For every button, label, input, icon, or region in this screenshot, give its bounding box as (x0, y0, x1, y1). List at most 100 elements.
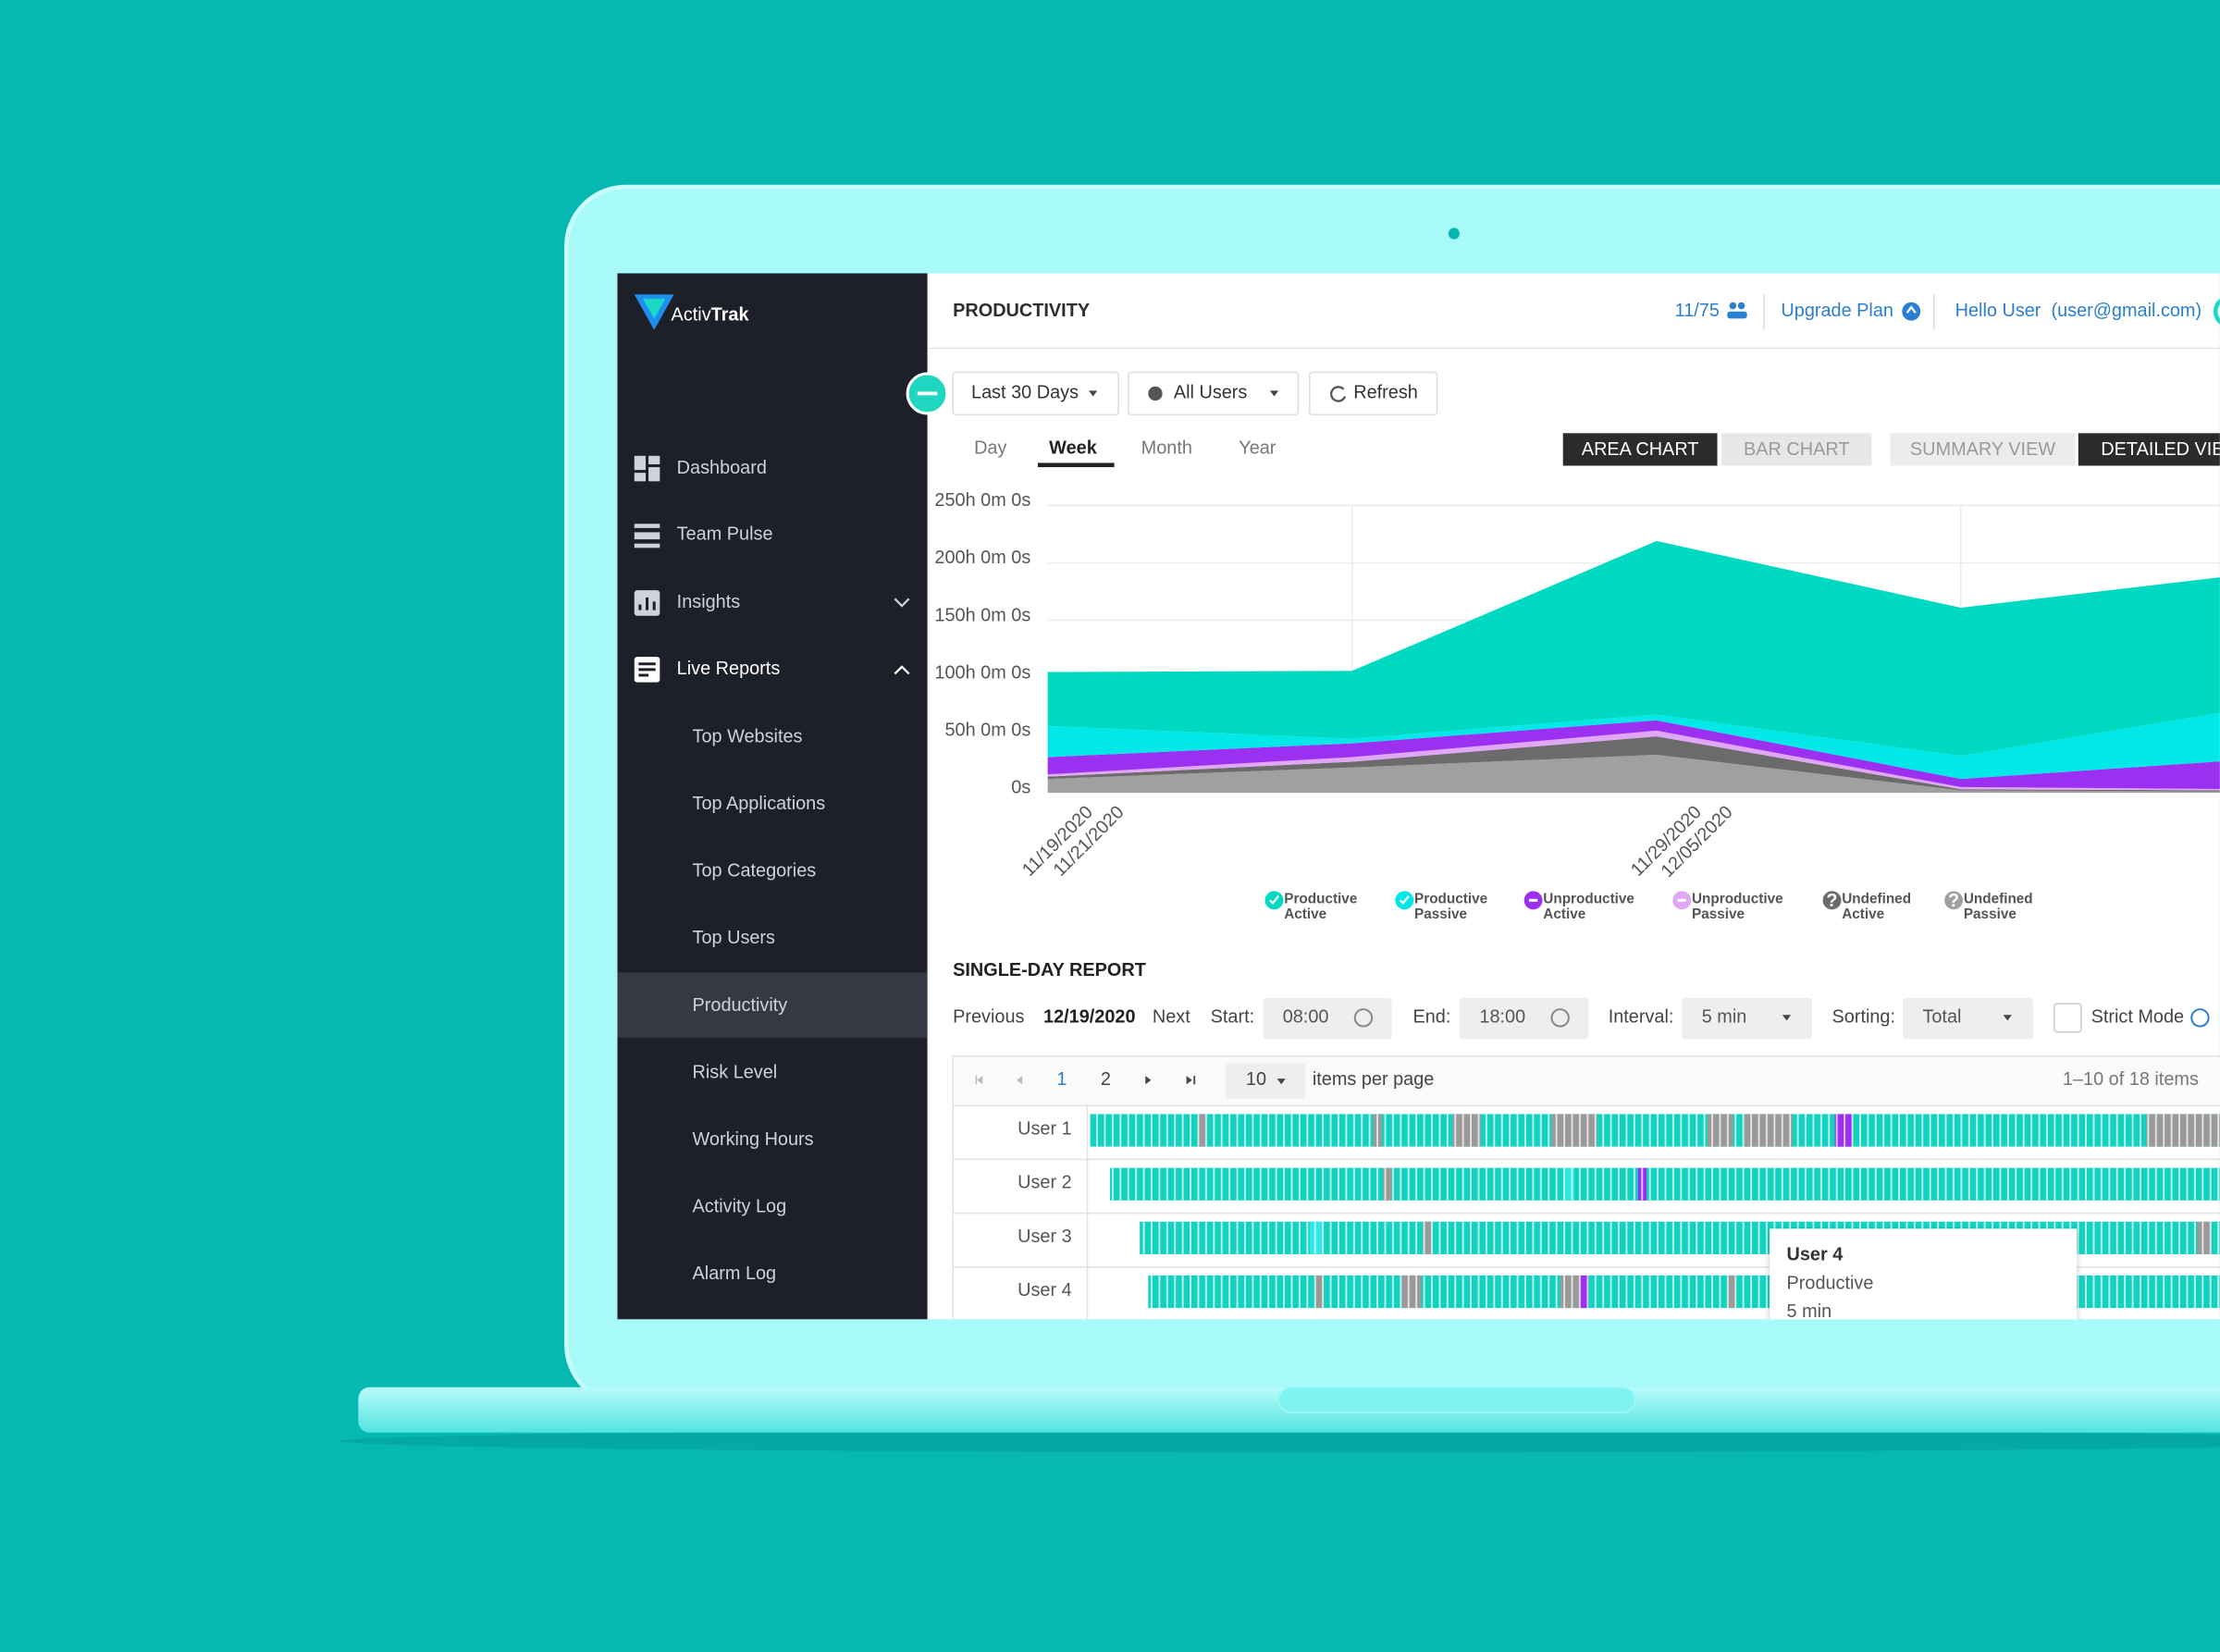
legend-item[interactable]: Productive Active (1284, 892, 1397, 934)
nav-item[interactable]: Insights (677, 592, 741, 612)
report-date: 12/19/2020 (1043, 1007, 1135, 1028)
view-button-label[interactable]: SUMMARY VIEW (1910, 439, 2055, 460)
period-tab[interactable]: Week (1049, 438, 1098, 458)
area (1047, 720, 2220, 789)
view-button-label[interactable]: BAR CHART (1744, 439, 1849, 460)
nav-subitem[interactable]: Top Applications (693, 794, 826, 814)
legend-swatch[interactable] (1822, 891, 1842, 910)
caret (1782, 1015, 1792, 1021)
clock-icon (1353, 1008, 1374, 1028)
field-label: Sorting: (1832, 1007, 1895, 1028)
page-title: PRODUCTIVITY (953, 301, 1090, 321)
area (1047, 755, 2220, 794)
upgrade-icon (1906, 305, 1917, 314)
nav-subitem[interactable]: Top Categories (693, 861, 817, 881)
nav-subitem[interactable]: Working Hours (693, 1129, 814, 1150)
next-link[interactable]: Next (1153, 1007, 1190, 1028)
view-button[interactable] (2078, 433, 2220, 466)
view-button[interactable] (1721, 433, 1872, 466)
legend-item[interactable]: Unproductive Active (1543, 892, 1656, 934)
period-tab[interactable]: Year (1239, 438, 1276, 458)
y-tick-label: 200h 0m 0s (934, 548, 1030, 568)
page-size[interactable]: 10 (1246, 1069, 1266, 1090)
input[interactable] (1263, 997, 1392, 1040)
user-name: User 1 (1018, 1119, 1072, 1140)
field-label: End: (1413, 1007, 1451, 1028)
legend-label[interactable]: Unproductive Active (1543, 892, 1634, 923)
input-value[interactable]: 5 min (1702, 1007, 1747, 1028)
checkbox-label[interactable]: Strict Mode (2091, 1007, 2185, 1028)
legend-swatch[interactable] (1944, 891, 1964, 910)
page-link[interactable]: 1 (1056, 1069, 1067, 1090)
legend-item[interactable]: Productive Passive (1414, 892, 1527, 934)
sidebar (617, 273, 928, 1320)
view-button[interactable] (1562, 433, 1718, 466)
upgrade-icon (1902, 302, 1921, 321)
pager-range: 1–10 of 18 items (2063, 1069, 2199, 1090)
page-size-select[interactable] (1226, 1063, 1306, 1099)
camera (1448, 228, 1461, 240)
filter-button[interactable] (1309, 371, 1438, 416)
y-tick-label: 50h 0m 0s (944, 721, 1030, 741)
chevron-down[interactable] (894, 598, 910, 608)
nav-item[interactable]: Team Pulse (677, 524, 773, 545)
view-button[interactable] (1890, 433, 2076, 466)
legend-icon (1269, 895, 1280, 906)
input[interactable] (1682, 997, 1813, 1040)
input-value[interactable]: Total (1922, 1007, 1961, 1028)
nav-subitem[interactable]: Risk Level (693, 1062, 778, 1082)
legend-icon: ? (1826, 891, 1837, 911)
legend-item[interactable]: Unproductive Passive (1692, 892, 1805, 934)
screen: ActivTrak PRODUCTIVITY 11/75 Upgrade Pla… (617, 273, 2220, 1320)
pager-icons[interactable] (975, 1076, 1196, 1085)
nav-subitem[interactable]: Top Websites (693, 727, 803, 747)
filter-label[interactable]: Last 30 Days (971, 383, 1079, 403)
input-value[interactable]: 18:00 (1479, 1007, 1525, 1028)
legend-icon: ? (1948, 891, 1959, 911)
nav-subitem[interactable]: Productivity (693, 995, 788, 1016)
caret (1276, 1079, 1286, 1085)
user-name: User 4 (1018, 1280, 1072, 1301)
user-link[interactable]: Hello User (user@gmail.com) (1955, 301, 2202, 321)
nav-subitem[interactable]: Activity Log (693, 1196, 787, 1216)
legend-label[interactable]: Undefined Passive (1963, 892, 2033, 923)
legend-item[interactable]: Undefined Active (1842, 892, 1955, 934)
users-icon (1727, 302, 1747, 319)
chevron-up[interactable] (894, 665, 910, 675)
tab-underline (1037, 462, 1115, 468)
legend-label[interactable]: Undefined Active (1842, 892, 1912, 923)
nav-subitem[interactable]: Top Users (693, 928, 776, 948)
caret (1089, 390, 1098, 397)
period-tab[interactable]: Month (1141, 438, 1192, 458)
tooltip-user: User 4 (1787, 1245, 1844, 1265)
filter-label[interactable]: Refresh (1353, 383, 1418, 403)
input[interactable] (1903, 997, 2033, 1040)
nav-item[interactable]: Dashboard (677, 458, 767, 478)
previous-link[interactable]: Previous (953, 1007, 1024, 1028)
filter-button[interactable] (1128, 371, 1300, 416)
filter-button[interactable] (952, 371, 1119, 416)
checkbox[interactable] (2054, 1003, 2082, 1033)
legend-label[interactable]: Productive Passive (1414, 892, 1488, 923)
upgrade-link[interactable]: Upgrade Plan (1781, 301, 1893, 321)
avatar[interactable] (2213, 297, 2220, 326)
view-button-label[interactable]: DETAILED VIEW (2101, 439, 2220, 460)
filter-label[interactable]: All Users (1174, 383, 1248, 403)
period-tab[interactable]: Day (974, 438, 1006, 458)
report-table (952, 1054, 2220, 1320)
legend-label[interactable]: Unproductive Passive (1692, 892, 1783, 923)
nav-subitem[interactable]: Alarm Log (693, 1264, 777, 1284)
pager-bar (954, 1057, 2220, 1106)
seats[interactable]: 11/75 (1675, 301, 1720, 321)
page-link[interactable]: 2 (1101, 1069, 1111, 1090)
view-button-label[interactable]: AREA CHART (1582, 439, 1699, 460)
logo-light: Activ (672, 305, 711, 326)
nav-item[interactable]: Live Reports (677, 659, 781, 679)
y-tick-label: 150h 0m 0s (934, 605, 1030, 625)
caret (1269, 390, 1279, 397)
legend-item[interactable]: Undefined Passive (1964, 892, 2077, 934)
input[interactable] (1460, 997, 1589, 1040)
legend-label[interactable]: Productive Active (1284, 892, 1358, 923)
legend-icon (1399, 895, 1410, 906)
input-value[interactable]: 08:00 (1283, 1007, 1329, 1028)
